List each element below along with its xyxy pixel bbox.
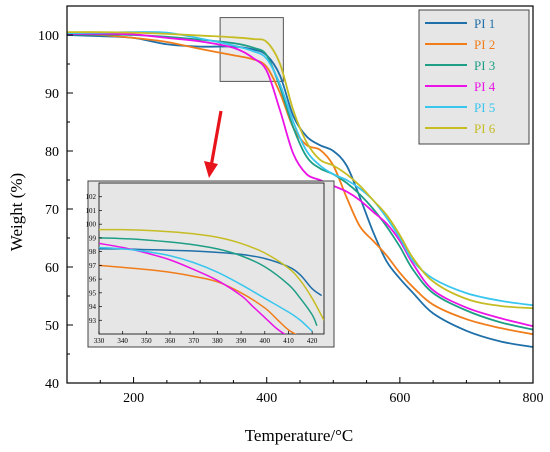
y-tick-label: 60 [45,261,59,276]
y-tick-label: 80 [45,145,59,160]
inset-y-tick-label: 97 [89,262,97,270]
inset-frame [98,182,325,335]
x-tick-label: 600 [389,391,410,406]
y-tick-label: 50 [45,319,59,334]
y-axis-title: Weight (%) [7,173,26,251]
x-tick-label: 200 [123,391,144,406]
y-tick-label: 90 [45,87,59,102]
inset-x-tick-label: 370 [188,337,199,345]
legend-label: PI 2 [474,37,495,52]
legend-label: PI 5 [474,100,495,115]
legend: PI 1 PI 2 PI 3 PI 4 PI 5 PI 6 [418,9,530,145]
series-line [67,31,533,310]
inset-y-tick-label: 95 [89,289,97,297]
inset-x-tick-label: 400 [260,337,271,345]
x-axis-title: Temperature/°C [245,426,354,445]
inset-y-tick-label: 98 [89,248,97,256]
y-tick-label: 40 [45,377,59,392]
inset-x-tick-label: 420 [307,337,318,345]
y-tick-label: 100 [38,29,59,44]
inset-x-tick-label: 390 [236,337,247,345]
legend-box [418,9,530,145]
inset-series-line [99,248,323,297]
inset-y-tick-label: 94 [89,303,97,311]
inset-series-line [99,246,313,332]
inset-y-tick-label: 102 [86,193,97,201]
series-line [67,33,533,331]
series-line [67,31,533,307]
y-tick-label: 70 [45,203,59,218]
series-line [67,32,533,328]
inset-x-tick-label: 350 [141,337,152,345]
inset-series-line [99,264,297,334]
inset-series-line [99,228,324,321]
inset-x-tick-label: 340 [117,337,128,345]
inset-y-tick-label: 99 [89,234,97,242]
x-tick-label: 800 [523,391,544,406]
inset-x-tick-label: 330 [94,337,105,345]
inset-plot-area: 330 340 350 360 370 380 390 400 410 420 93 94 95 96 97… [86,180,335,348]
legend-label: PI 3 [474,58,495,73]
series-line [67,32,533,336]
inset-x-tick-label: 360 [165,337,176,345]
inset-x-tick-label: 410 [283,337,294,345]
legend-label: PI 1 [474,16,495,31]
legend-label: PI 4 [474,79,496,94]
arrow-head [204,161,218,178]
inset-y-tick-label: 93 [89,317,97,325]
inset-series-line [99,237,318,327]
x-tick-label: 400 [256,391,277,406]
zoom-arrow [209,110,223,165]
inset-x-tick-label: 380 [212,337,223,345]
main-curves [67,31,533,348]
inset-y-tick-label: 100 [86,221,97,229]
inset-y-tick-label: 96 [89,276,97,284]
legend-label: PI 6 [474,121,496,136]
inset-y-tick-label: 101 [86,207,97,215]
inset-curves [99,228,324,334]
